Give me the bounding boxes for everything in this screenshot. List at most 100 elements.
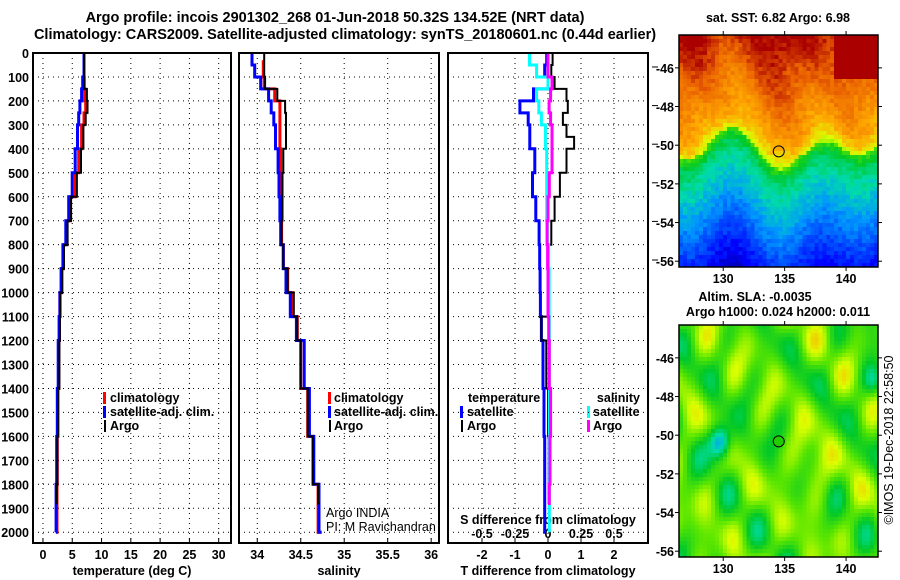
legend-label: Argo bbox=[110, 419, 140, 433]
depth-tick-label: 1600 bbox=[1, 430, 29, 444]
sst-map-title: sat. SST: 6.82 Argo: 6.98 bbox=[706, 11, 850, 25]
s-diff-tick-label: -0.5 bbox=[471, 527, 493, 541]
lat-tick-label: -46 bbox=[656, 352, 674, 366]
sla-map-axes: 130 135 140 -46 -48 -50 -52 -54 -56 bbox=[656, 321, 882, 576]
lat-tick-label: -50 bbox=[656, 429, 674, 443]
lat-tick-label: -54 bbox=[656, 217, 674, 231]
lon-tick-label: 135 bbox=[774, 562, 795, 576]
legend-label: Argo bbox=[334, 419, 364, 433]
x-tick-label: -1 bbox=[509, 548, 520, 562]
imos-watermark: ©IMOS 19-Dec-2018 22:58:50 bbox=[882, 355, 896, 524]
legend-swatch-satellite bbox=[103, 406, 106, 418]
legend-swatch-climatology bbox=[103, 392, 106, 404]
series-line-temperature-argo bbox=[540, 53, 576, 505]
lon-tick-label: 135 bbox=[774, 272, 795, 286]
argo-location-marker bbox=[772, 145, 785, 158]
panel-frame bbox=[447, 52, 649, 544]
x-tick-label: 0 bbox=[39, 548, 46, 562]
depth-tick-label: 1200 bbox=[1, 335, 29, 349]
temperature-panel: 0 5 10 15 20 25 300100200300400500600700800900… bbox=[1, 47, 232, 562]
depth-tick-label: 1900 bbox=[1, 502, 29, 516]
credit-pi: PI: M Ravichandran bbox=[326, 520, 436, 534]
lon-tick-label: 140 bbox=[836, 562, 857, 576]
legend-label: satellite-adj. clim. bbox=[334, 405, 438, 419]
title-line-2: Climatology: CARS2009. Satellite-adjuste… bbox=[34, 27, 656, 43]
legend-label: Argo bbox=[467, 419, 497, 433]
x-tick-label: 5 bbox=[69, 548, 76, 562]
depth-tick-label: 1400 bbox=[1, 382, 29, 396]
depth-tick-label: 700 bbox=[8, 215, 29, 229]
series-line-argo bbox=[263, 53, 320, 505]
lon-tick-label: 130 bbox=[713, 562, 734, 576]
x-tick-label: 34 bbox=[250, 548, 264, 562]
lat-tick-label: -52 bbox=[656, 178, 674, 192]
temperature-xlabel: temperature (deg C) bbox=[73, 564, 192, 578]
argo-location-marker bbox=[772, 435, 785, 448]
x-tick-label: 10 bbox=[95, 548, 109, 562]
sla-map-title: Altim. SLA: -0.0035 bbox=[698, 290, 811, 304]
series-line-temperature-satellite bbox=[518, 53, 550, 534]
x-tick-label: 2 bbox=[611, 548, 618, 562]
depth-tick-label: 1300 bbox=[1, 358, 29, 372]
s-diff-tick-label: 0.5 bbox=[605, 527, 622, 541]
legend-label: satellite bbox=[593, 405, 640, 419]
temperature-legend: climatology satellite-adj. clim. Argo bbox=[103, 391, 214, 433]
map-frame bbox=[678, 324, 879, 558]
s-diff-tick-label: -0.25 bbox=[501, 527, 530, 541]
x-tick-label: 1 bbox=[578, 548, 585, 562]
depth-tick-label: 500 bbox=[8, 167, 29, 181]
depth-tick-label: 1800 bbox=[1, 478, 29, 492]
salinity-panel: 34 34.5 35 35.5 36 bbox=[238, 52, 440, 562]
depth-tick-label: 1000 bbox=[1, 287, 29, 301]
x-tick-label: -2 bbox=[476, 548, 487, 562]
difference-legend: temperature satellite Argo salinity sate… bbox=[460, 391, 640, 433]
sst-map-axes: 130 135 140 -46 -48 -50 -52 -54 -56 bbox=[656, 31, 882, 286]
lat-tick-label: -56 bbox=[656, 255, 674, 269]
x-tick-label: 25 bbox=[182, 548, 196, 562]
legend-swatch-argo bbox=[104, 420, 106, 432]
legend-swatch-climatology bbox=[328, 392, 331, 404]
depth-tick-label: 1100 bbox=[2, 311, 29, 325]
legend-swatch-t-argo bbox=[461, 420, 463, 432]
depth-tick-label: 0 bbox=[22, 47, 29, 61]
lat-tick-label: -48 bbox=[656, 101, 674, 115]
lat-tick-label: -48 bbox=[656, 391, 674, 405]
lon-tick-label: 140 bbox=[836, 272, 857, 286]
x-tick-label: 35 bbox=[337, 548, 351, 562]
lon-tick-label: 130 bbox=[713, 272, 734, 286]
legend-label: satellite-adj. clim. bbox=[110, 405, 214, 419]
legend-label: Argo bbox=[593, 419, 623, 433]
legend-swatch-argo bbox=[329, 420, 331, 432]
sla-map-subtitle: Argo h1000: 0.024 h2000: 0.011 bbox=[686, 305, 870, 319]
panel-frame bbox=[32, 52, 232, 544]
legend-heading-temperature: temperature bbox=[468, 391, 540, 405]
depth-tick-label: 2000 bbox=[1, 526, 29, 540]
legend-swatch-t-satellite bbox=[460, 406, 463, 418]
x-tick-label: 20 bbox=[153, 548, 167, 562]
legend-label: climatology bbox=[110, 391, 180, 405]
lat-tick-label: -50 bbox=[656, 139, 674, 153]
depth-tick-label: 1500 bbox=[1, 406, 29, 420]
x-tick-label: 15 bbox=[124, 548, 138, 562]
sst-map-image bbox=[679, 35, 878, 267]
x-tick-label: 30 bbox=[212, 548, 226, 562]
title-line-1: Argo profile: incois 2901302_268 01-Jun-… bbox=[86, 10, 585, 26]
series-line-salinity-argo bbox=[545, 53, 554, 505]
depth-tick-label: 100 bbox=[8, 71, 29, 85]
x-tick-label: 35.5 bbox=[376, 548, 400, 562]
lat-tick-label: -46 bbox=[656, 62, 674, 76]
lat-tick-label: -52 bbox=[656, 468, 674, 482]
legend-label: satellite bbox=[467, 405, 514, 419]
depth-tick-label: 800 bbox=[8, 239, 29, 253]
t-diff-xlabel: T difference from climatology bbox=[460, 564, 635, 578]
salinity-legend: climatology satellite-adj. clim. Argo bbox=[328, 391, 438, 433]
panel-frame bbox=[238, 52, 440, 544]
s-diff-tick-label: 0 bbox=[545, 527, 552, 541]
x-tick-label: 0 bbox=[545, 548, 552, 562]
depth-tick-label: 200 bbox=[8, 95, 29, 109]
depth-tick-label: 300 bbox=[8, 119, 29, 133]
depth-tick-label: 600 bbox=[8, 191, 29, 205]
x-tick-label: 34.5 bbox=[289, 548, 313, 562]
